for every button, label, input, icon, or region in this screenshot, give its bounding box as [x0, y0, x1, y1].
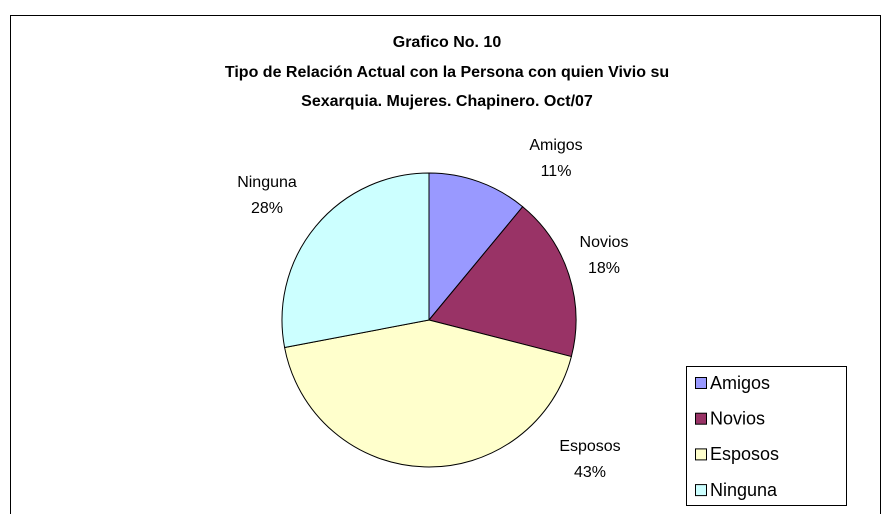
legend-swatch: [695, 412, 707, 425]
pie-slice: [284, 319, 572, 468]
legend-label: Amigos: [710, 373, 770, 393]
data-label-name: Ninguna: [237, 174, 297, 191]
data-label-name: Amigos: [529, 137, 582, 154]
chart-title: Sexarquia. Mujeres. Chapinero. Oct/07: [301, 93, 593, 110]
legend-label: Esposos: [710, 444, 779, 464]
legend-label: Novios: [710, 408, 765, 428]
data-label-value: 28%: [251, 200, 283, 217]
legend-label: Ninguna: [710, 480, 778, 500]
pie-slice: [281, 172, 430, 349]
legend-swatch: [695, 448, 707, 461]
data-label-value: 18%: [588, 260, 620, 277]
pie-slice: [428, 206, 577, 358]
legend-box: [686, 366, 847, 506]
data-label-name: Esposos: [559, 438, 620, 455]
data-label-value: 43%: [574, 464, 606, 481]
legend-swatch: [695, 377, 707, 389]
data-label-name: Novios: [580, 234, 629, 251]
data-label-value: 11%: [541, 163, 572, 180]
chart-title: Tipo de Relación Actual con la Persona c…: [225, 64, 669, 81]
legend-swatch: [695, 484, 707, 497]
pie-slice: [428, 172, 524, 322]
chart-title: Grafico No. 10: [393, 34, 502, 51]
